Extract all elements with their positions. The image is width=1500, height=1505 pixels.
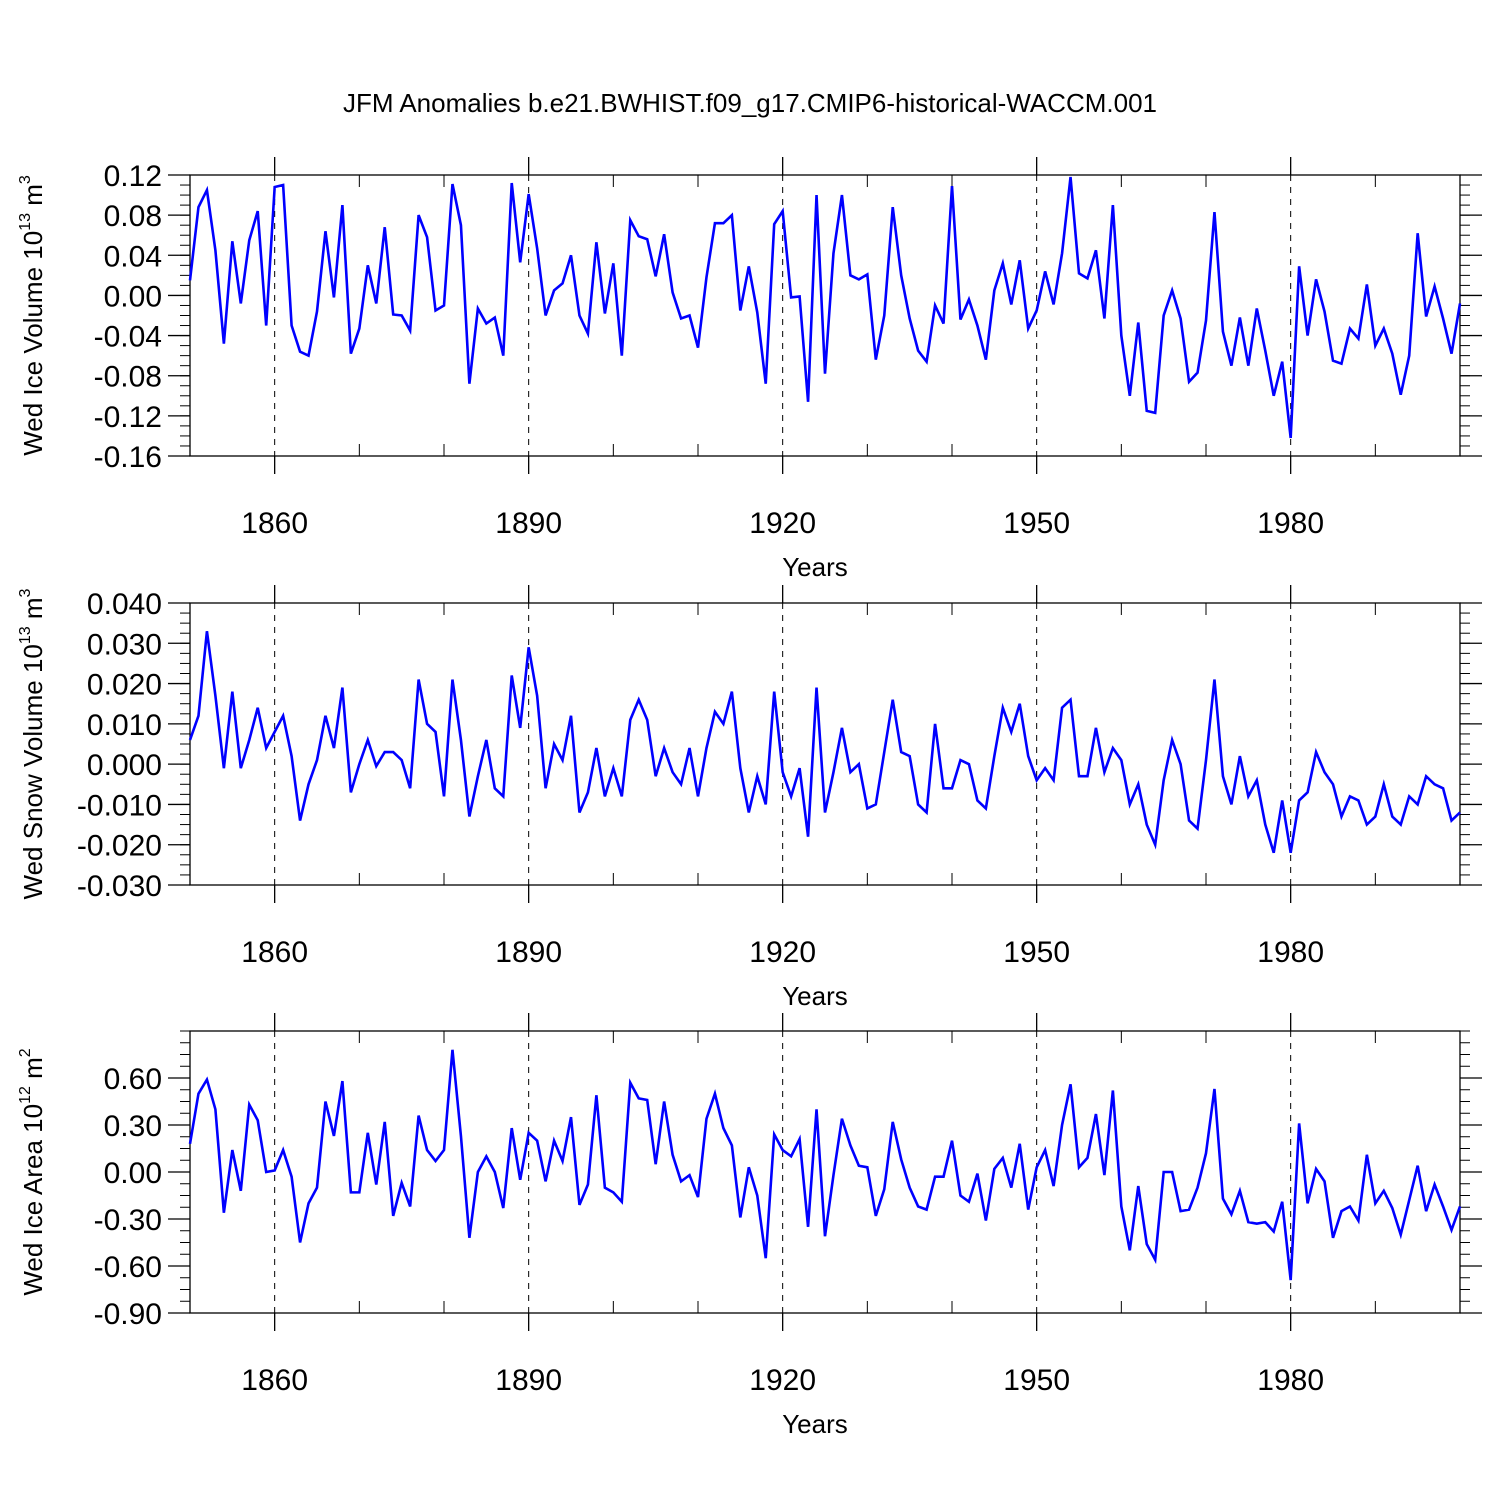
y-axis-label-unit: m bbox=[18, 597, 48, 626]
x-tick-label-1920: 1920 bbox=[749, 1364, 816, 1397]
y-tick-label: -0.90 bbox=[94, 1298, 162, 1331]
y-axis-label: Wed Ice Volume 1013 m3 bbox=[17, 175, 48, 456]
y-tick-label: 0.030 bbox=[87, 628, 162, 661]
panel-2: 1860 1890 1920 1950 1980 -0.030 -0.020 -0.010 0.… bbox=[17, 585, 1482, 1011]
x-tick-label-1980: 1980 bbox=[1257, 936, 1324, 969]
series-line-3-1 bbox=[188, 1049, 1462, 1281]
y-tick-label: 0.040 bbox=[87, 588, 162, 621]
x-tick-label-1860: 1860 bbox=[241, 507, 308, 540]
x-tick-label-1860: 1860 bbox=[241, 1364, 308, 1397]
y-tick-label: -0.020 bbox=[77, 830, 162, 863]
x-tick-label-1890: 1890 bbox=[495, 507, 562, 540]
y-axis-label-unit: m bbox=[18, 1057, 48, 1086]
x-axis-label: Years bbox=[782, 1409, 848, 1439]
y-tick-label: -0.010 bbox=[77, 789, 162, 822]
y-tick-label: 0.000 bbox=[87, 749, 162, 782]
y-tick-label: 0.30 bbox=[104, 1110, 162, 1143]
panel-1: 1860 1890 1920 1950 1980 -0.16 -0.12 -0.08 -0.04… bbox=[17, 157, 1482, 582]
x-tick-label-1950: 1950 bbox=[1003, 507, 1070, 540]
x-tick-label-1890: 1890 bbox=[495, 936, 562, 969]
y-axis-label-exponent: 13 bbox=[17, 213, 34, 231]
y-tick-label: 0.60 bbox=[104, 1063, 162, 1096]
x-tick-label-1920: 1920 bbox=[749, 936, 816, 969]
y-tick-label: 0.010 bbox=[87, 709, 162, 742]
x-tick-label-1920: 1920 bbox=[749, 507, 816, 540]
y-tick-label: 0.020 bbox=[87, 669, 162, 702]
y-axis-label-text: Wed Ice Area 10 bbox=[18, 1104, 48, 1296]
y-tick-label: 0.08 bbox=[104, 200, 162, 233]
y-tick-label: -0.30 bbox=[94, 1204, 162, 1237]
y-axis-label-exponent: 13 bbox=[17, 626, 34, 644]
x-tick-label-1980: 1980 bbox=[1257, 507, 1324, 540]
y-tick-label: 0.00 bbox=[104, 1157, 162, 1190]
series-line-1-1 bbox=[188, 176, 1462, 439]
x-tick-label-1980: 1980 bbox=[1257, 1364, 1324, 1397]
panels-container: 1860 1890 1920 1950 1980 -0.16 -0.12 -0.08 -0.04… bbox=[17, 157, 1482, 1439]
y-tick-label: -0.12 bbox=[94, 401, 162, 434]
y-tick-label: 0.00 bbox=[104, 280, 162, 313]
panel-3: 1860 1890 1920 1950 1980 -0.90 -0.60 -0.30 0.00 0… bbox=[17, 1013, 1482, 1439]
x-tick-label-1950: 1950 bbox=[1003, 936, 1070, 969]
y-tick-label: 0.12 bbox=[104, 160, 162, 193]
y-axis-label-unit-exponent: 2 bbox=[17, 1048, 34, 1057]
y-axis-label-text: Wed Ice Volume 10 bbox=[18, 231, 48, 456]
x-tick-label-1890: 1890 bbox=[495, 1364, 562, 1397]
x-tick-label-1950: 1950 bbox=[1003, 1364, 1070, 1397]
y-axis-label-text: Wed Snow Volume 10 bbox=[18, 644, 48, 899]
y-axis-label-unit: m bbox=[18, 184, 48, 213]
y-axis-label: Wed Ice Area 1012 m2 bbox=[17, 1048, 48, 1295]
y-axis-label-unit-exponent: 3 bbox=[17, 175, 34, 184]
y-axis-label: Wed Snow Volume 1013 m3 bbox=[17, 588, 48, 899]
y-tick-label: -0.04 bbox=[94, 321, 162, 354]
y-tick-label: -0.08 bbox=[94, 361, 162, 394]
y-tick-label: -0.030 bbox=[77, 870, 162, 903]
y-tick-label: -0.60 bbox=[94, 1251, 162, 1284]
x-axis-label: Years bbox=[782, 552, 848, 582]
y-tick-label: 0.04 bbox=[104, 240, 162, 273]
chart-title: JFM Anomalies b.e21.BWHIST.f09_g17.CMIP6… bbox=[343, 88, 1157, 118]
series-line-2-1 bbox=[188, 631, 1461, 854]
y-axis-label-exponent: 12 bbox=[17, 1086, 34, 1104]
y-tick-label: -0.16 bbox=[94, 441, 162, 474]
x-axis-label: Years bbox=[782, 981, 848, 1011]
y-axis-label-unit-exponent: 3 bbox=[17, 588, 34, 597]
x-tick-label-1860: 1860 bbox=[241, 936, 308, 969]
